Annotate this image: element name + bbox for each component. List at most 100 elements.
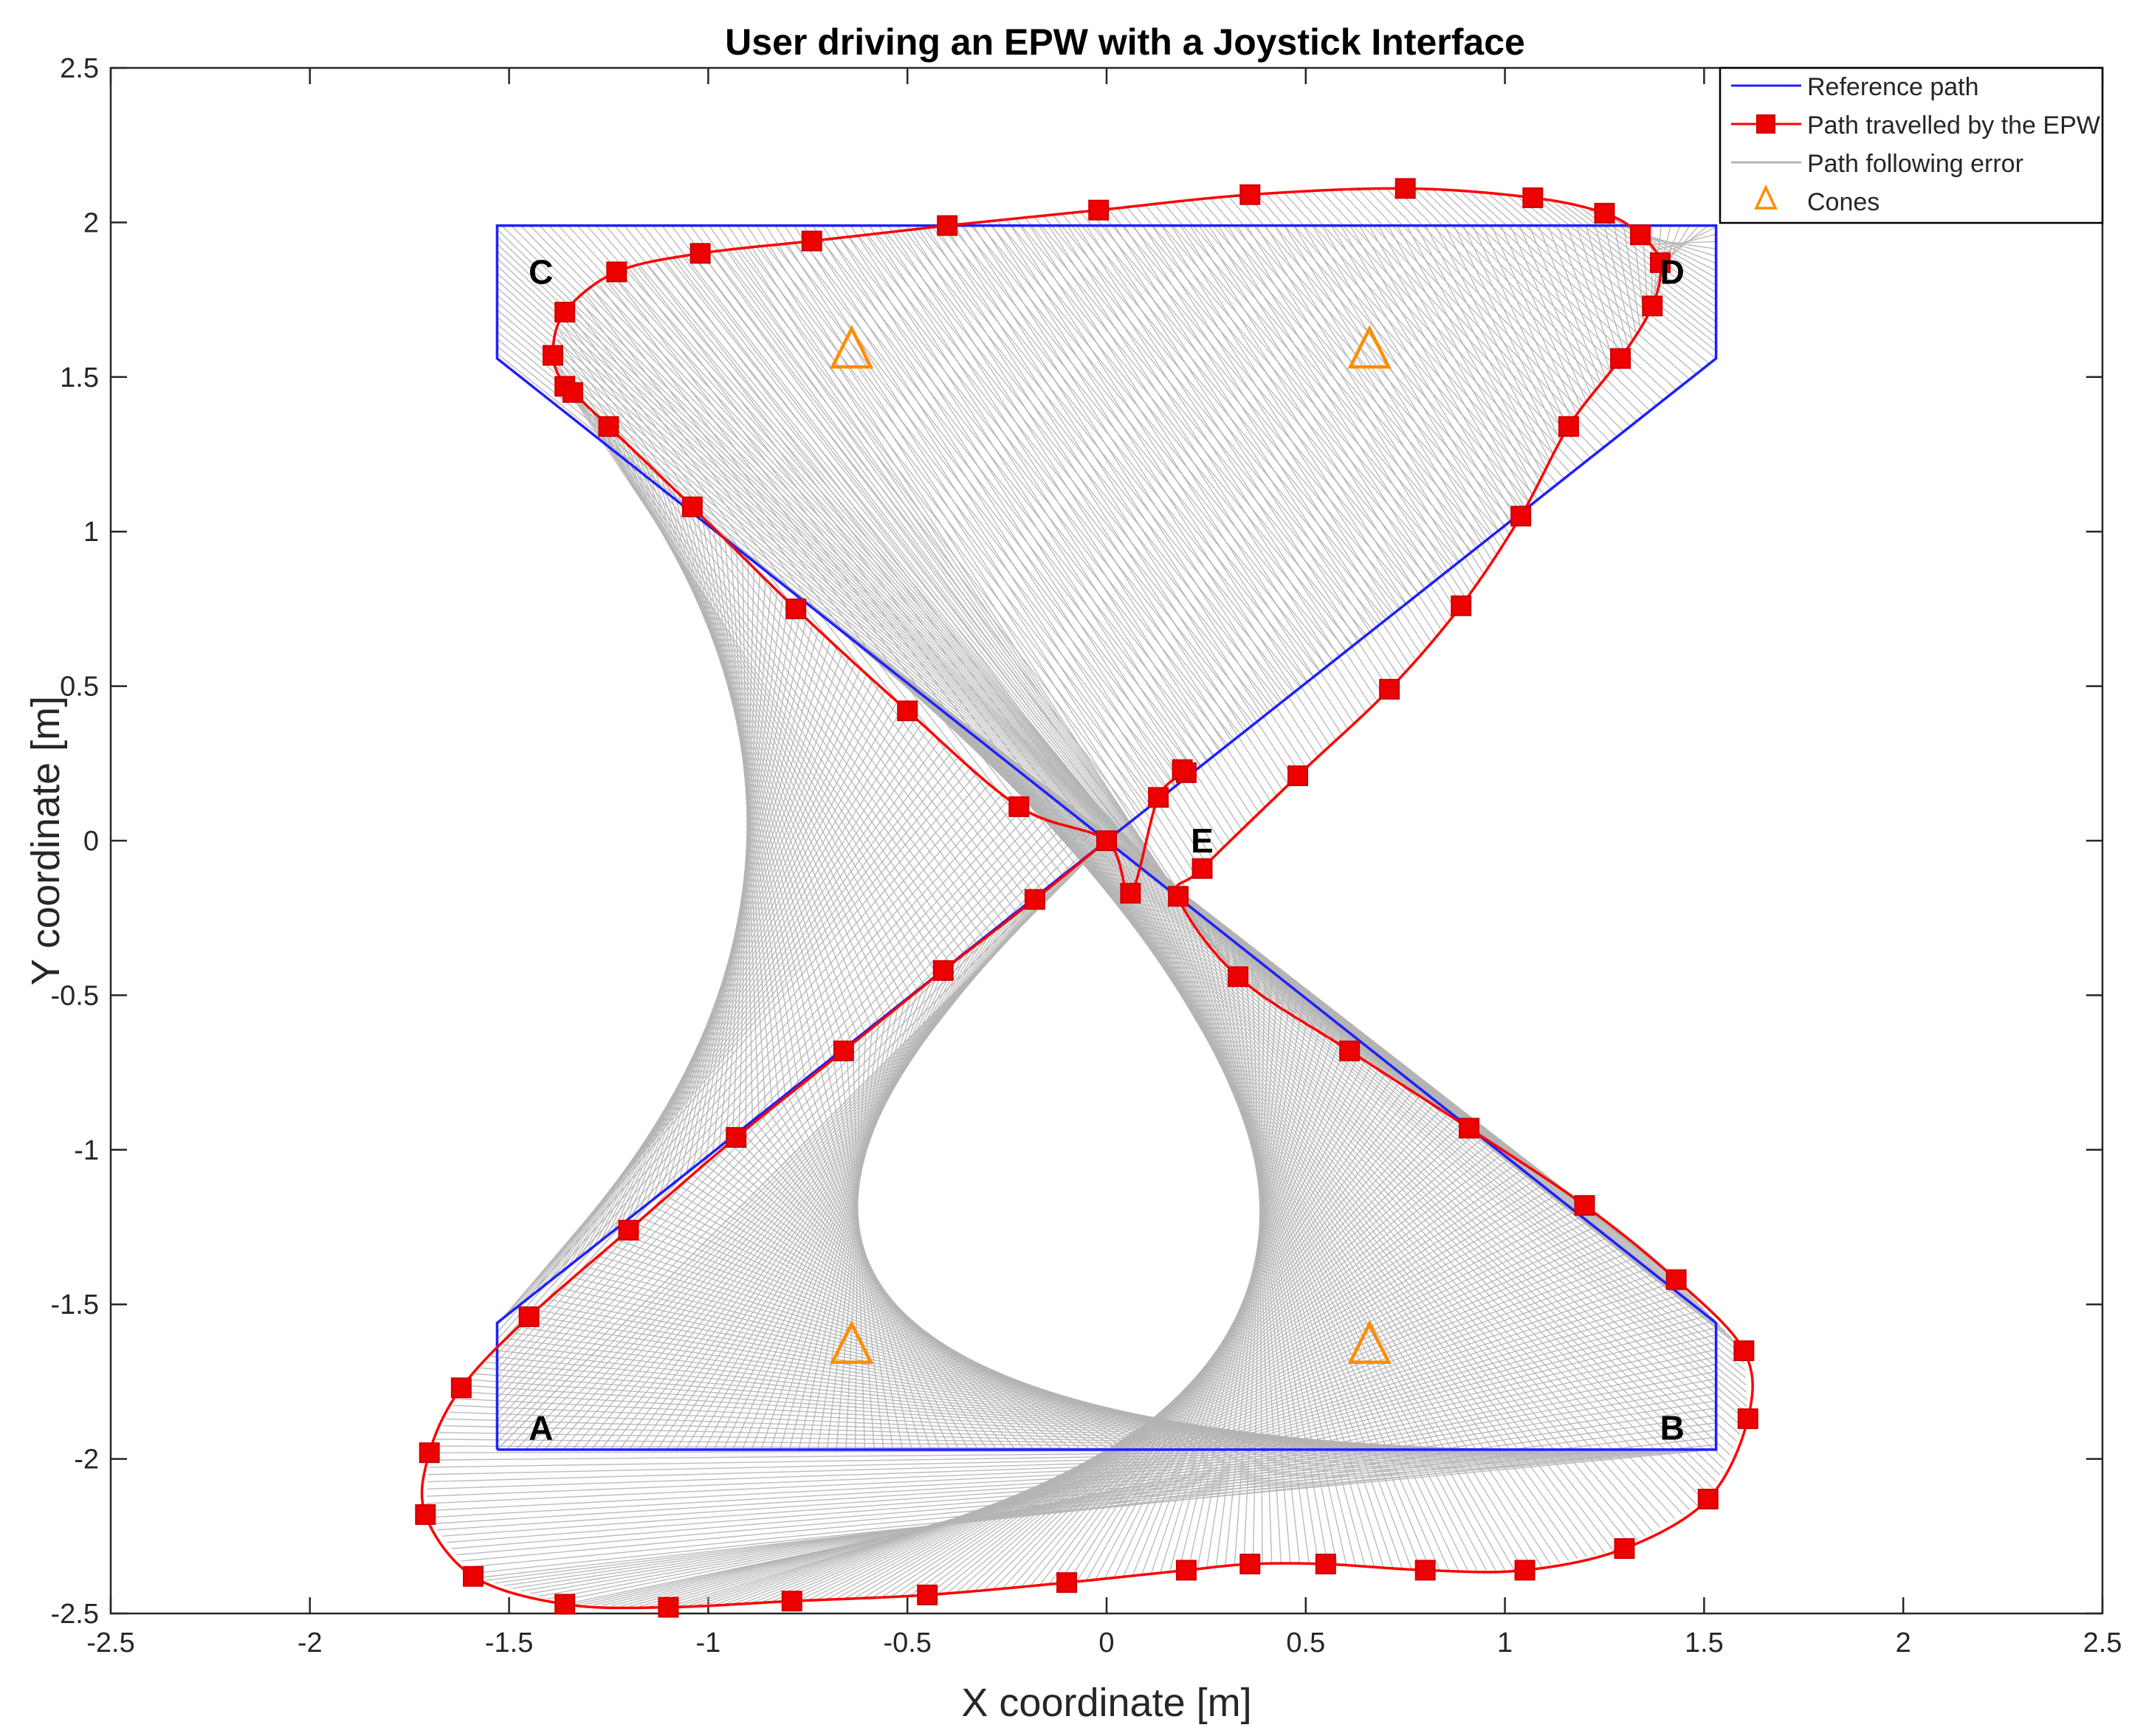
travelled-path-marker	[1315, 1553, 1336, 1574]
error-line	[1154, 204, 1459, 563]
error-line	[592, 289, 1050, 886]
error-line	[751, 980, 932, 1450]
error-line	[496, 803, 1017, 1370]
x-tick-label: -1	[696, 1628, 721, 1658]
error-line	[1237, 195, 1519, 516]
error-line	[559, 331, 1004, 923]
y-tick-label: 1	[83, 517, 99, 548]
error-line	[1178, 898, 1375, 1568]
error-line	[876, 233, 1262, 720]
travelled-path-marker	[1642, 295, 1663, 317]
error-line	[1219, 197, 1505, 526]
error-line	[895, 672, 1724, 1469]
legend-item-travelled: Path travelled by the EPW	[1731, 111, 2100, 140]
error-line	[496, 782, 991, 1340]
error-line	[1144, 204, 1453, 568]
error-line	[557, 338, 997, 929]
error-line	[496, 776, 986, 1333]
error-line	[1482, 225, 1573, 422]
error-line	[1172, 202, 1473, 552]
error-line	[496, 793, 1004, 1355]
error-line	[1557, 225, 1612, 372]
error-line	[855, 641, 1744, 1428]
error-line	[821, 239, 1222, 751]
travelled-path-marker	[618, 1219, 639, 1241]
error-line	[709, 252, 1143, 813]
error-line	[1507, 195, 1710, 365]
error-line	[1571, 205, 1717, 315]
error-line	[1057, 225, 1372, 707]
legend-cone-triangle-icon	[1754, 184, 1778, 210]
cone-markers	[830, 325, 1392, 1364]
error-line	[1349, 225, 1522, 515]
error-line	[997, 220, 1347, 652]
error-line	[1208, 225, 1457, 612]
error-line	[1048, 225, 1366, 712]
error-line	[699, 225, 1200, 926]
error-line	[991, 225, 1331, 746]
error-line	[666, 934, 991, 1450]
travelled-path-marker	[917, 1584, 938, 1605]
travelled-path-marker	[1120, 883, 1141, 904]
error-line	[802, 241, 1208, 761]
error-line	[719, 250, 1149, 808]
travelled-path-marker	[1514, 1560, 1535, 1581]
travelled-path-marker	[1459, 1117, 1480, 1139]
error-line	[1553, 202, 1717, 330]
error-line	[963, 225, 1313, 763]
error-line	[1358, 190, 1605, 448]
error-line	[1585, 225, 1625, 353]
error-line	[638, 918, 1011, 1450]
error-line	[656, 263, 1103, 845]
error-line	[717, 1153, 1063, 1450]
error-line	[1098, 210, 1420, 594]
error-line	[1284, 193, 1552, 490]
error-line	[698, 1169, 1092, 1450]
travelled-path-marker	[1558, 416, 1579, 437]
x-tick-label: 2	[1896, 1628, 1911, 1658]
error-line	[1613, 225, 1637, 334]
error-line	[1172, 892, 1384, 1568]
error-line	[1135, 206, 1446, 574]
error-line	[766, 245, 1182, 782]
y-tick-label: -1.5	[51, 1289, 99, 1320]
error-line	[808, 1012, 893, 1450]
travelled-path-marker	[1594, 202, 1615, 224]
error-line	[1076, 225, 1384, 696]
legend-item-reference: Reference path	[1731, 73, 1979, 101]
x-tick-label: -1.5	[485, 1628, 533, 1658]
x-tick-label: -2.5	[86, 1628, 134, 1658]
error-line	[1396, 188, 1631, 427]
travelled-path-marker	[1175, 1560, 1197, 1581]
legend-travelled-square-icon	[1756, 114, 1775, 134]
legend-item-cones: Cones	[1754, 184, 1880, 216]
travelled-path-marker	[689, 243, 711, 264]
error-line	[496, 821, 1057, 1407]
travelled-path-marker	[1737, 1408, 1758, 1430]
error-line	[1191, 908, 1357, 1566]
travelled-path-marker	[554, 301, 576, 323]
error-line	[673, 258, 1116, 835]
error-line	[732, 970, 944, 1450]
error-line	[749, 1126, 1017, 1450]
error-line	[1042, 215, 1380, 626]
travelled-path-marker	[1239, 1553, 1261, 1574]
error-line	[1080, 211, 1406, 604]
error-line	[1228, 196, 1512, 521]
error-line	[710, 1158, 1073, 1450]
error-line	[496, 771, 979, 1326]
y-tick-label: 0.5	[60, 672, 99, 703]
error-line	[642, 225, 1228, 964]
error-line	[1575, 225, 1621, 359]
travelled-path-marker	[801, 230, 822, 252]
error-line	[845, 1033, 867, 1450]
error-line	[709, 225, 1196, 920]
error-line	[754, 1121, 1007, 1450]
error-line	[940, 226, 1307, 683]
legend-travelled-label: Path travelled by the EPW	[1807, 111, 2100, 140]
error-line	[1368, 189, 1611, 443]
error-line	[1255, 225, 1479, 580]
error-line	[1517, 196, 1716, 359]
travelled-path-marker	[1414, 1560, 1436, 1581]
cone-marker	[1347, 1320, 1392, 1364]
